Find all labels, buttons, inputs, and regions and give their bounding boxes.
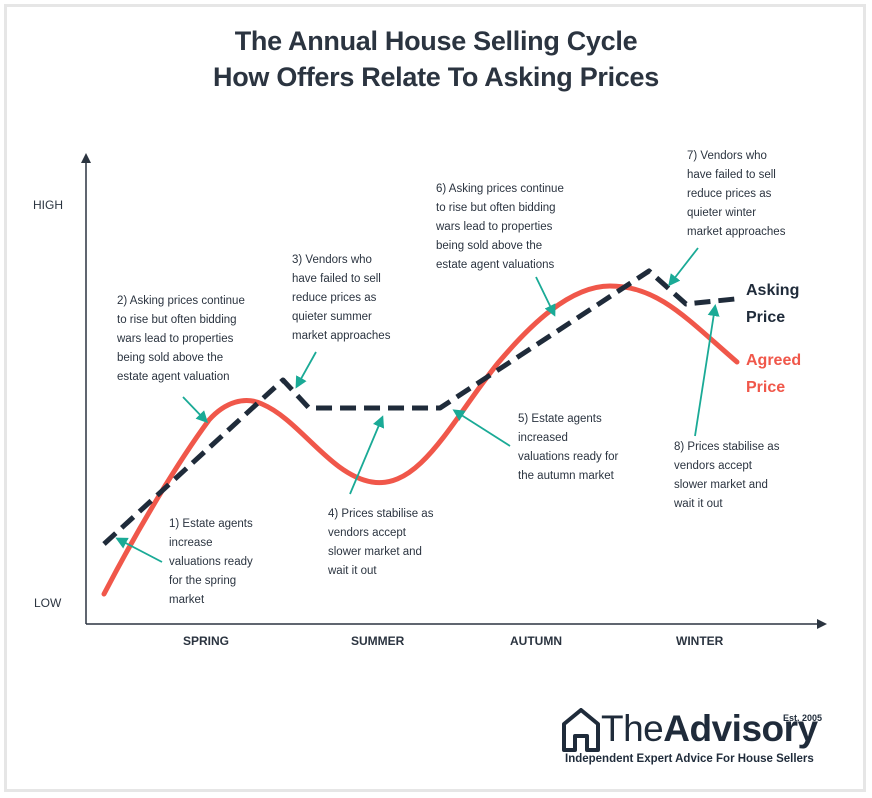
note-1: 1) Estate agents increase valuations ready…: [169, 518, 253, 606]
figure-frame: [4, 4, 866, 792]
arrow-note-3: [295, 351, 317, 389]
brand-established: Est. 2005: [783, 713, 823, 723]
season-label-autumn: AUTUMN: [510, 634, 562, 648]
season-label-summer: SUMMER: [351, 634, 405, 648]
brand-tagline: Independent Expert Advice For House Sell…: [565, 753, 814, 765]
chart-subtitle: How Offers Relate To Asking Prices: [213, 62, 659, 92]
agreed-price-line: [101, 283, 740, 597]
legend-asking-price: Asking Price: [746, 282, 800, 326]
note-4: 4) Prices stabilise as vendors accept slow…: [328, 508, 434, 577]
chart-title: The Annual House Selling Cycle: [234, 26, 638, 56]
note-5: 5) Estate agents increased valuations read…: [518, 413, 619, 482]
note-6: 6) Asking prices continue to rise but oft…: [436, 183, 564, 271]
y-axis-high-label: HIGH: [33, 198, 63, 212]
brand-logo-text: TheAdvisory: [601, 708, 818, 749]
annotation-arrows: [115, 247, 720, 563]
house-icon: [562, 708, 600, 752]
note-7: 7) Vendors who have failed to sell reduce …: [687, 150, 786, 238]
note-3: 3) Vendors who have failed to sell reduce …: [292, 254, 391, 342]
arrow-note-1: [115, 537, 163, 563]
season-label-winter: WINTER: [676, 634, 724, 648]
arrow-note-4: [349, 415, 385, 495]
legend-agreed-price: Agreed Price: [746, 352, 802, 396]
arrow-note-5: [452, 409, 511, 447]
arrow-note-6: [535, 276, 556, 317]
asking-price-line: [102, 268, 736, 546]
note-2: 2) Asking prices continue to rise but oft…: [117, 295, 245, 383]
arrow-note-7: [668, 247, 699, 287]
arrow-note-8: [694, 304, 720, 437]
arrow-note-2: [182, 396, 209, 424]
season-label-spring: SPRING: [183, 634, 230, 648]
note-8: 8) Prices stabilise as vendors accept slow…: [674, 441, 780, 510]
y-axis-low-label: LOW: [34, 596, 62, 610]
